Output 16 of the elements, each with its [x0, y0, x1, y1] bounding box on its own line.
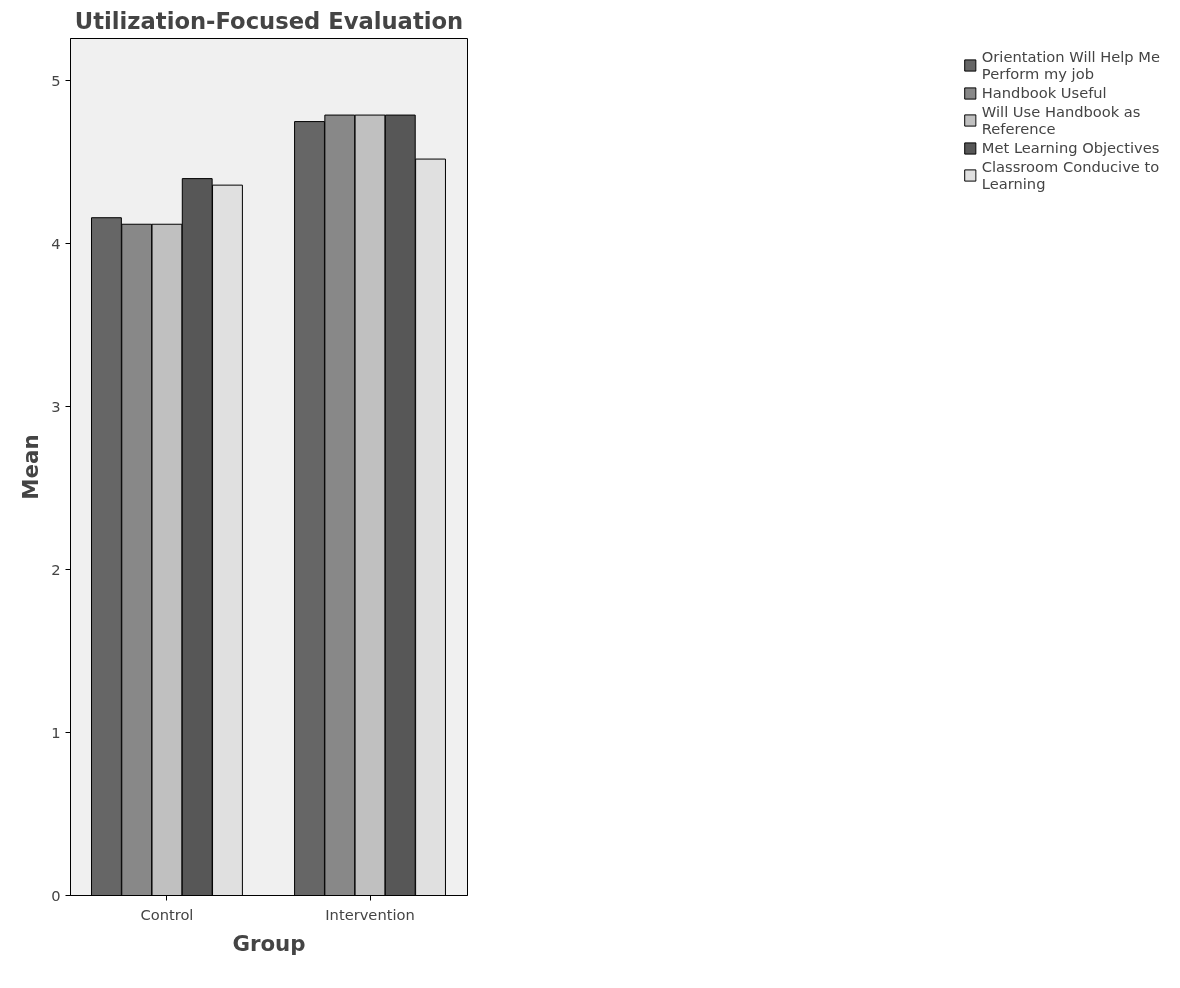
chart-title: Utilization-Focused Evaluation: [74, 7, 464, 34]
legend-label: Orientation Will Help Me Perform my job: [981, 48, 1160, 82]
legend-label: Classroom Conducive to Learning: [981, 158, 1160, 192]
legend-label: Will Use Handbook as Reference: [981, 103, 1141, 137]
y-tick-label: 0: [51, 886, 61, 904]
y-axis-title: Mean: [18, 434, 44, 500]
x-axis-title: Group: [232, 930, 306, 956]
y-tick-label: 3: [51, 397, 61, 415]
y-tick-label: 5: [51, 71, 61, 89]
x-tick-label: Intervention: [325, 905, 415, 923]
legend-label: Met Learning Objectives: [981, 139, 1160, 156]
legend-label: Handbook Useful: [981, 84, 1107, 101]
x-tick-label: Control: [140, 905, 194, 923]
y-tick-label: 1: [51, 723, 61, 741]
y-tick-label: 2: [51, 560, 61, 578]
y-tick-label: 4: [51, 234, 61, 252]
